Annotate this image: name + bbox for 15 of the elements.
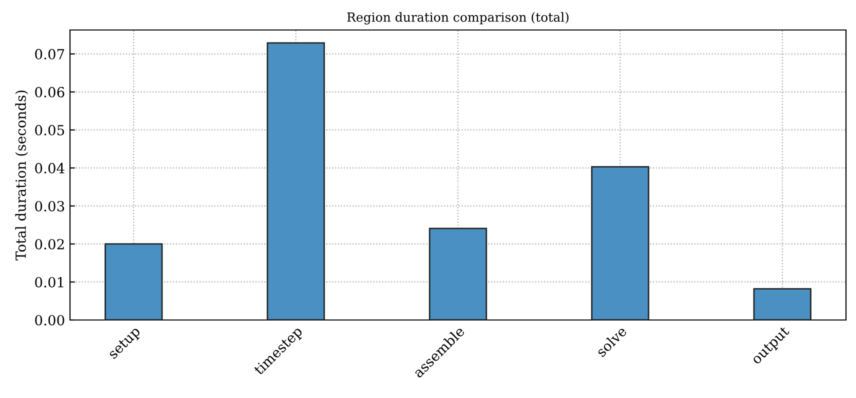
y-tick-label: 0.05 [35, 124, 64, 136]
y-tick-label: 0.04 [35, 162, 64, 174]
y-tick-label: 0.03 [35, 200, 64, 212]
y-tick-label: 0.02 [35, 238, 64, 250]
bar [266, 42, 325, 320]
y-axis-title: Total duration (seconds) [15, 90, 28, 260]
y-tick-label: 0.00 [35, 314, 64, 326]
bar [428, 228, 488, 320]
y-tick-label: 0.01 [35, 276, 64, 288]
y-tick-label: 0.06 [35, 86, 64, 98]
bar [753, 288, 812, 320]
chart-title: Region duration comparison (total) [347, 12, 568, 24]
bar [104, 243, 163, 320]
y-tick-label: 0.07 [35, 48, 64, 60]
bar [591, 166, 650, 320]
